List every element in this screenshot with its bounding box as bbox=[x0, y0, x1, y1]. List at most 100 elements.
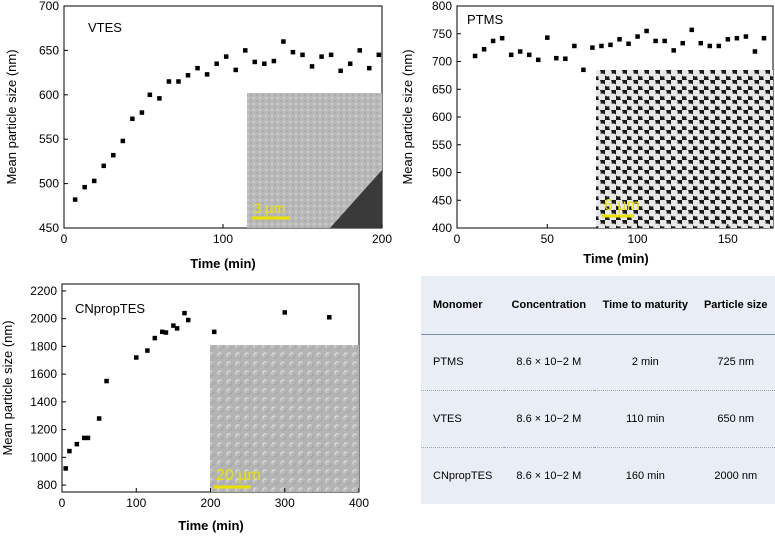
chart-vtes-point bbox=[271, 58, 277, 64]
chart-ptms-point bbox=[599, 43, 604, 49]
chart-vtes-y-ticks: 450 500 550 600 650 700 bbox=[39, 0, 68, 235]
chart-ptms-x-tick-label: 0 bbox=[454, 232, 461, 246]
chart-cnproptes-inset-image bbox=[210, 345, 359, 492]
table-cell-time: 2 min bbox=[631, 356, 659, 369]
chart-ptms-y-tick-label: 550 bbox=[432, 138, 452, 152]
chart-cnproptes-x-ticks: 0 100 200 300 400 bbox=[59, 488, 369, 510]
chart-vtes: 3 µm VTES Time (min) Mean particle size … bbox=[4, 0, 392, 271]
chart-vtes-y-tick-label: 700 bbox=[39, 0, 59, 13]
table-header-particle-size: Particle size bbox=[696, 276, 775, 335]
table-cell-size: 2000 nm bbox=[696, 446, 775, 504]
chart-vtes-point bbox=[367, 65, 372, 71]
chart-ptms-x-ticks: 0 50 100 150 bbox=[454, 224, 738, 246]
chart-ptms-x-tick-label: 150 bbox=[718, 232, 738, 246]
chart-cnproptes-point bbox=[159, 329, 165, 335]
chart-vtes-point bbox=[111, 152, 116, 158]
chart-vtes-point bbox=[166, 79, 172, 84]
chart-vtes-point bbox=[176, 79, 181, 84]
chart-vtes-point bbox=[281, 39, 286, 44]
chart-ptms-point bbox=[499, 35, 505, 41]
chart-ptms-y-tick-label: 400 bbox=[432, 221, 452, 235]
chart-cnproptes-point bbox=[282, 310, 287, 315]
chart-vtes-xlabel: Time (min) bbox=[190, 256, 256, 271]
chart-cnproptes-point bbox=[145, 348, 150, 353]
chart-cnproptes-point bbox=[171, 323, 176, 328]
chart-vtes-title: VTES bbox=[88, 20, 122, 35]
table-cell-monomer: PTMS bbox=[433, 356, 464, 369]
chart-vtes-point bbox=[204, 72, 210, 77]
table-header-concentration: Concentration bbox=[503, 276, 595, 335]
chart-vtes-point bbox=[243, 48, 248, 53]
chart-cnproptes-x-tick-label: 400 bbox=[349, 496, 369, 510]
table-header-monomer: Monomer bbox=[421, 276, 504, 335]
summary-table: Monomer Concentration Time to maturity P… bbox=[421, 276, 775, 504]
chart-ptms-point bbox=[743, 34, 749, 39]
chart-ptms-point bbox=[517, 49, 523, 54]
chart-cnproptes: 20 µm CNpropTES Time (min) Mean particle… bbox=[0, 283, 369, 533]
table-row: VTES 8.6 × 10−2 M 110 min 650 nm bbox=[421, 390, 775, 448]
chart-ptms: 6 µm PTMS Time (min) Mean particle size … bbox=[400, 0, 774, 266]
chart-vtes-point bbox=[328, 52, 334, 58]
chart-vtes-point bbox=[338, 68, 343, 74]
table-cell-time: 110 min bbox=[594, 390, 697, 448]
table-cell-size: 650 nm bbox=[696, 390, 775, 448]
chart-ptms-y-tick-label: 600 bbox=[432, 110, 452, 124]
chart-vtes-scale-label: 3 µm bbox=[254, 200, 285, 216]
chart-vtes-point bbox=[101, 163, 106, 169]
chart-cnproptes-point bbox=[82, 435, 87, 441]
chart-ptms-point bbox=[563, 56, 568, 61]
chart-cnproptes-ylabel: Mean particle size (nm) bbox=[0, 320, 15, 455]
chart-ptms-y-tick-label: 500 bbox=[432, 166, 452, 180]
chart-vtes-x-ticks: 0 100 200 bbox=[61, 224, 392, 246]
chart-vtes-point bbox=[185, 73, 191, 78]
chart-ptms-point bbox=[626, 41, 631, 46]
chart-vtes-points bbox=[72, 39, 382, 202]
table-header-row: Monomer Concentration Time to maturity P… bbox=[421, 276, 775, 335]
chart-cnproptes-point bbox=[163, 330, 169, 335]
chart-vtes-point bbox=[214, 61, 219, 66]
chart-cnproptes-y-tick-label: 1000 bbox=[30, 450, 57, 464]
chart-ptms-ylabel: Mean particle size (nm) bbox=[400, 49, 415, 184]
chart-vtes-point bbox=[357, 48, 362, 53]
chart-cnproptes-inset: 20 µm bbox=[210, 345, 359, 492]
chart-vtes-point bbox=[309, 64, 315, 69]
chart-ptms-point bbox=[472, 53, 478, 59]
chart-vtes-point bbox=[130, 116, 135, 122]
chart-ptms-point bbox=[653, 38, 658, 44]
table-cell-concentration: 8.6 × 10−2 M bbox=[516, 356, 582, 369]
chart-vtes-point bbox=[290, 49, 296, 55]
chart-ptms-y-tick-label: 650 bbox=[432, 82, 452, 96]
chart-vtes-x-tick-label: 100 bbox=[213, 232, 233, 246]
chart-ptms-y-tick-label: 800 bbox=[432, 0, 452, 13]
chart-ptms-point bbox=[554, 55, 559, 61]
table-cell-size: 725 nm bbox=[717, 356, 755, 369]
chart-ptms-y-ticks: 400 450 500 550 600 650 700 750 800 bbox=[432, 0, 461, 235]
chart-ptms-point bbox=[662, 38, 667, 44]
table-cell-time: 160 min bbox=[594, 446, 697, 504]
chart-ptms-point bbox=[508, 52, 514, 58]
chart-vtes-y-tick-label: 450 bbox=[39, 221, 59, 235]
chart-vtes-y-tick-label: 600 bbox=[39, 88, 59, 102]
chart-cnproptes-point bbox=[182, 310, 187, 316]
table-cell-monomer: VTES bbox=[421, 390, 504, 448]
chart-cnproptes-y-tick-label: 2000 bbox=[30, 312, 57, 326]
chart-ptms-point bbox=[707, 43, 713, 49]
chart-cnproptes-point bbox=[63, 466, 68, 471]
chart-ptms-y-tick-label: 700 bbox=[432, 55, 452, 69]
table-header-time-to-maturity: Time to maturity bbox=[594, 276, 697, 335]
chart-ptms-point bbox=[617, 37, 622, 42]
chart-cnproptes-x-tick-label: 100 bbox=[126, 496, 146, 510]
chart-ptms-point bbox=[761, 35, 767, 41]
chart-cnproptes-point bbox=[327, 315, 332, 320]
chart-vtes-point bbox=[376, 52, 382, 58]
chart-vtes-inset: 3 µm bbox=[247, 93, 382, 228]
chart-cnproptes-title: CNpropTES bbox=[75, 301, 145, 316]
chart-cnproptes-y-tick-label: 1600 bbox=[30, 367, 57, 381]
chart-ptms-point bbox=[725, 37, 731, 42]
chart-cnproptes-y-tick-label: 800 bbox=[37, 478, 57, 492]
chart-ptms-inset: 6 µm bbox=[596, 70, 773, 228]
chart-vtes-point bbox=[157, 96, 162, 101]
chart-cnproptes-x-tick-label: 200 bbox=[200, 496, 220, 510]
chart-ptms-point bbox=[581, 67, 586, 73]
chart-vtes-y-tick-label: 650 bbox=[39, 43, 59, 57]
